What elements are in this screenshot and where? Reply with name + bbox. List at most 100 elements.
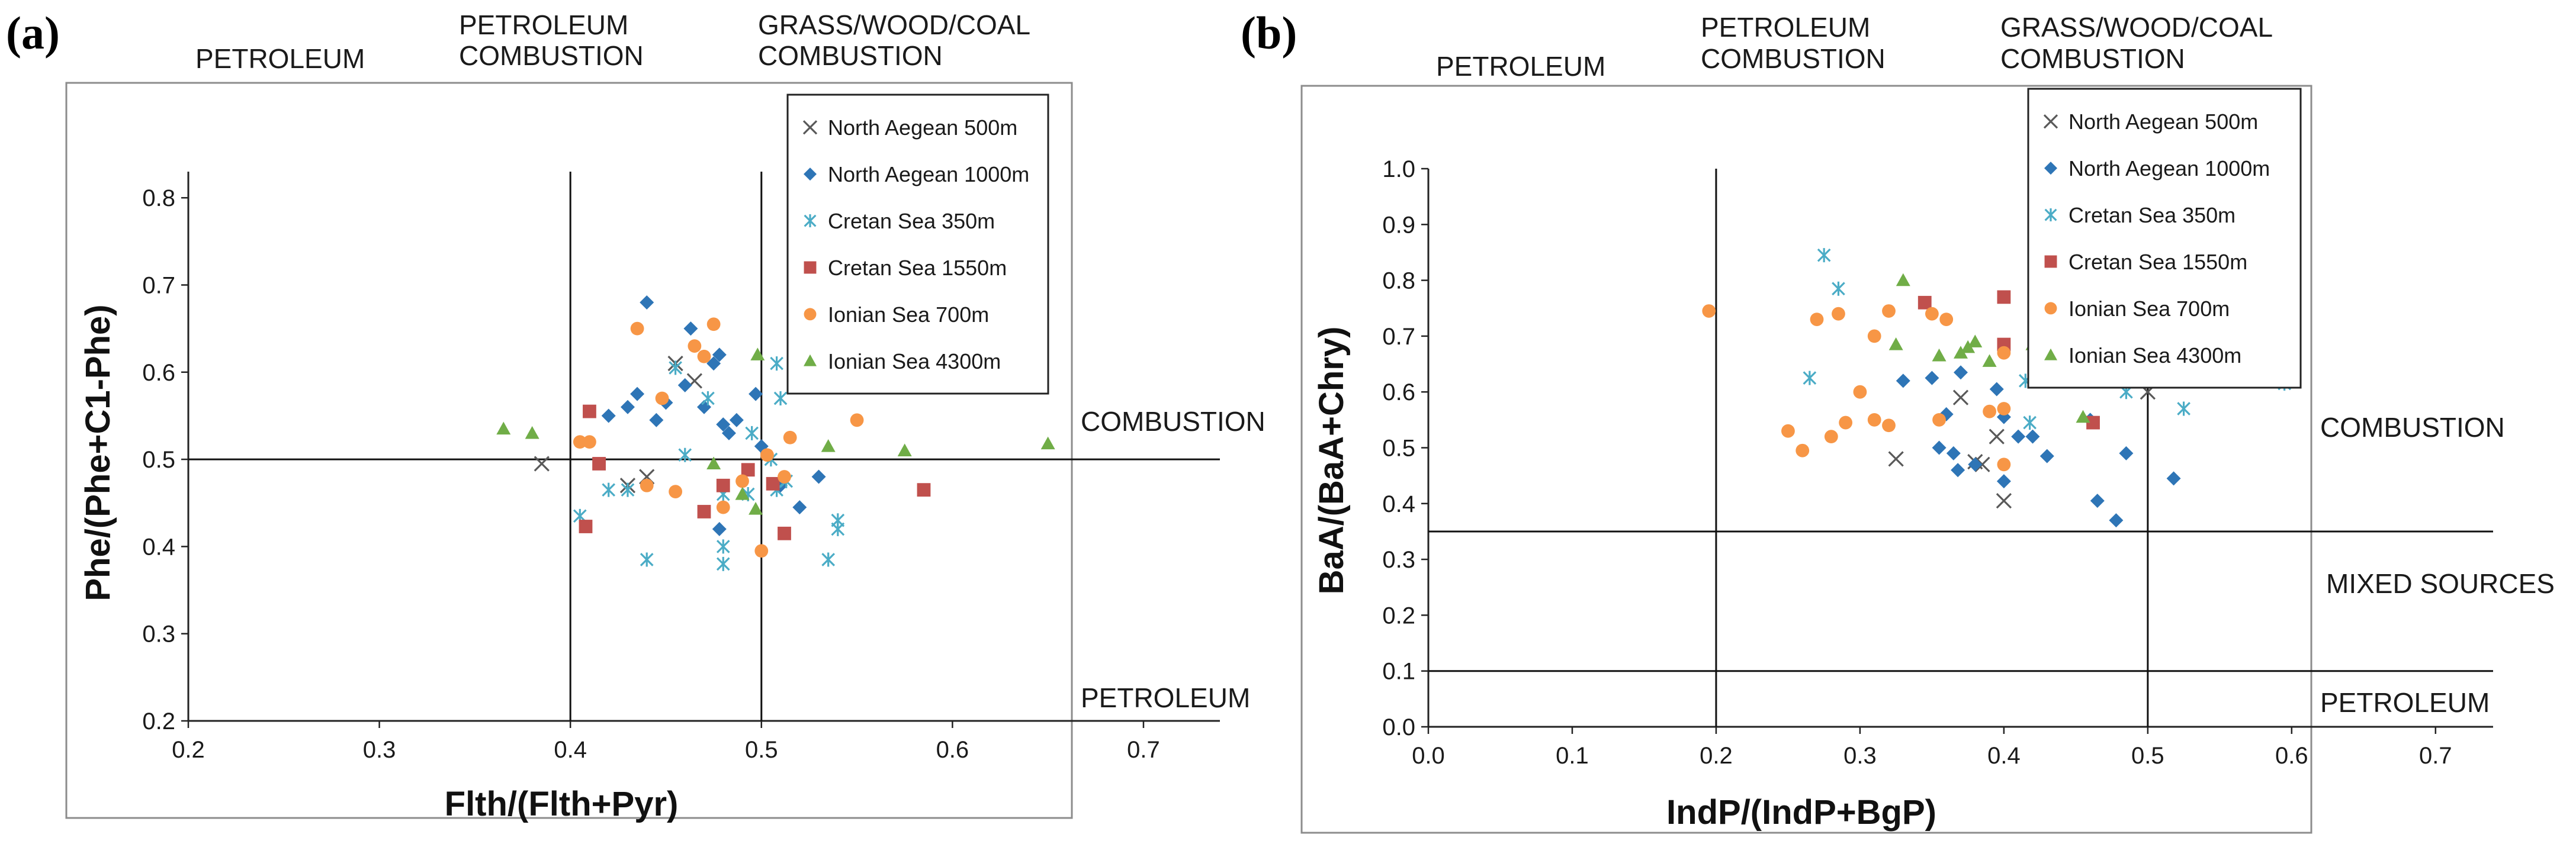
panel-b-point-ionian-sea-4300m	[1961, 340, 1976, 353]
panel-b-y-tick-label: 0.6	[1382, 379, 1415, 405]
panel-b-point-north-aegean-1000m	[1996, 474, 2011, 489]
panel-a-y-tick-label: 0.3	[142, 621, 175, 648]
panel-a-point-cretan-sea-1550m	[778, 526, 791, 540]
panel-a-point-ionian-sea-4300m	[496, 421, 511, 435]
panel-b-point-ionian-sea-4300m	[1932, 348, 1947, 362]
panel-a-point-north-aegean-1000m	[721, 426, 736, 440]
panel-a-legend: North Aegean 500m North Aegean 1000m Creta…	[786, 94, 1049, 395]
panel-b-y-axis-title: BaA/(BaA+Chry)	[1312, 327, 1351, 595]
panel-a-top-label-petroleum: PETROLEUM	[195, 43, 365, 74]
panel-b-x-axis-title: IndP/(IndP+BgP)	[1666, 793, 1936, 832]
panel-a-point-cretan-sea-350m	[621, 482, 635, 497]
panel-a-legend-label-north-aegean-500m: North Aegean 500m	[828, 115, 1017, 140]
panel-a-x-tick-label: 0.5	[745, 737, 778, 763]
panel-a-point-cretan-sea-350m	[678, 447, 692, 462]
panel-a-series-cretan-sea-1550m	[579, 404, 931, 540]
panel-b-y-tick-label: 1.0	[1382, 156, 1415, 182]
panel-b-point-ionian-sea-4300m	[1982, 354, 1997, 367]
panel-b-point-ionian-sea-700m	[1997, 458, 2011, 472]
panel-a-y-tick-label: 0.6	[142, 360, 175, 386]
panel-b-series-ionian-sea-4300m	[1888, 273, 2090, 423]
panel-a-label: (a)	[6, 7, 60, 59]
panel-b-point-north-aegean-500m	[1888, 451, 1904, 467]
panel-a-point-cretan-sea-350m	[831, 521, 845, 536]
panel-b-legend-marker-cretan-sea-350m	[2044, 208, 2057, 222]
panel-a-y-tick-label: 0.5	[142, 447, 175, 473]
panel-a-point-ionian-sea-4300m	[1040, 436, 1055, 450]
panel-a-point-ionian-sea-700m	[630, 321, 644, 336]
panel-a-top-label-grass-2: COMBUSTION	[758, 40, 943, 71]
panel-a-point-north-aegean-500m	[534, 456, 550, 472]
panel-a-point-north-aegean-1000m	[630, 386, 645, 401]
panel-b-point-north-aegean-1000m	[1968, 457, 1983, 472]
panel-b-point-north-aegean-1000m	[2166, 471, 2181, 486]
panel-b-y-tick-label: 0.5	[1382, 436, 1415, 462]
panel-b-point-cretan-sea-350m	[2177, 401, 2190, 416]
panel-b-point-north-aegean-1000m	[1932, 440, 1947, 455]
panel-b-x-tick-label: 0.0	[1412, 743, 1445, 769]
panel-a-point-ionian-sea-700m	[655, 391, 669, 405]
panel-b-x-tick-label: 0.2	[1700, 743, 1733, 769]
panel-b-point-ionian-sea-700m	[1925, 307, 1939, 321]
panel-a-point-ionian-sea-4300m	[749, 502, 763, 515]
panel-b-top-label-petroleum-combustion-1: PETROLEUM	[1701, 12, 1870, 43]
panel-b-y-tick-label: 0.0	[1382, 714, 1415, 740]
panel-b-point-ionian-sea-4300m	[2076, 410, 2090, 423]
panel-b-point-north-aegean-1000m	[1946, 446, 1961, 460]
panel-b-top-label-petroleum: PETROLEUM	[1436, 51, 1605, 82]
panel-a-point-cretan-sea-350m	[669, 360, 682, 375]
panel-a-point-ionian-sea-700m	[716, 500, 730, 514]
panel-b-point-ionian-sea-700m	[1839, 415, 1853, 430]
panel-b-point-north-aegean-1000m	[1954, 365, 1968, 380]
panel-b-series-north-aegean-500m	[1888, 384, 2156, 509]
panel-a-point-north-aegean-1000m	[716, 417, 731, 432]
panel-a-point-north-aegean-1000m	[712, 347, 727, 362]
panel-b-point-ionian-sea-700m	[1810, 313, 1824, 327]
panel-a-point-north-aegean-1000m	[677, 378, 692, 392]
panel-b-right-label-combustion: COMBUSTION	[2320, 412, 2505, 443]
panel-a-point-cretan-sea-350m	[821, 552, 836, 567]
panel-a-point-cretan-sea-350m	[745, 426, 759, 440]
panel-b-point-ionian-sea-700m	[1781, 424, 1795, 438]
panel-a-point-cretan-sea-1550m	[583, 404, 596, 418]
panel-a-point-north-aegean-1000m	[811, 469, 826, 484]
panel-b-point-north-aegean-500m	[1989, 429, 2005, 444]
panel-b-right-label-petroleum: PETROLEUM	[2320, 687, 2490, 718]
panel-b-point-north-aegean-1000m	[1896, 373, 1910, 388]
panel-a-point-ionian-sea-700m	[583, 435, 596, 449]
panel-b-legend-marker-cretan-sea-1550m	[2044, 255, 2057, 268]
panel-b-point-ionian-sea-4300m	[1954, 346, 1968, 359]
panel-b-point-ionian-sea-700m	[1882, 418, 1896, 433]
panel-b-y-tick-label: 0.2	[1382, 603, 1415, 629]
panel-b-top-label-grass-2: COMBUSTION	[2000, 43, 2185, 74]
panel-a-point-cretan-sea-350m	[602, 482, 616, 497]
panel-b-point-north-aegean-500m	[1952, 389, 1969, 405]
panel-b-point-ionian-sea-700m	[1824, 430, 1838, 444]
panel-b-x-tick-label: 0.6	[2275, 743, 2308, 769]
panel-b-point-cretan-sea-350m	[1832, 281, 1845, 296]
panel-b-x-tick-label: 0.5	[2131, 743, 2164, 769]
panel-a-point-north-aegean-1000m	[712, 521, 727, 536]
panel-b-point-cretan-sea-350m	[1817, 248, 1831, 263]
panel-b-series-ionian-sea-700m	[1702, 304, 2068, 472]
panel-a-top-label-grass-1: GRASS/WOOD/COAL	[758, 9, 1030, 40]
panel-b-legend-label-ionian-sea-700m: Ionian Sea 700m	[2068, 297, 2230, 321]
panel-b-point-ionian-sea-700m	[1997, 402, 2011, 415]
panel-a-legend-box	[786, 94, 1049, 395]
panel-a-point-north-aegean-1000m	[729, 413, 744, 427]
panel-a-y-tick-label: 0.4	[142, 534, 175, 560]
panel-a-top-label-petroleum-combustion-1: PETROLEUM	[459, 9, 628, 40]
panel-a-y-tick-label: 0.8	[142, 185, 175, 211]
panel-a-legend-marker-ionian-sea-700m	[804, 308, 817, 321]
panel-a-point-ionian-sea-700m	[688, 339, 702, 353]
panel-b-point-cretan-sea-1550m	[1917, 295, 1932, 310]
panel-b-point-ionian-sea-4300m	[1968, 334, 1983, 347]
panel-a-right-label-petroleum: PETROLEUM	[1081, 682, 1250, 713]
panel-b-point-ionian-sea-4300m	[1888, 337, 1903, 350]
panel-b-point-cretan-sea-1550m	[1997, 290, 2011, 304]
panel-a-point-cretan-sea-350m	[770, 356, 783, 371]
panel-a-point-north-aegean-1000m	[792, 500, 807, 515]
panel-b-right-label-mixed-sources: MIXED SOURCES	[2326, 568, 2555, 599]
panel-a-point-ionian-sea-4300m	[897, 443, 912, 456]
